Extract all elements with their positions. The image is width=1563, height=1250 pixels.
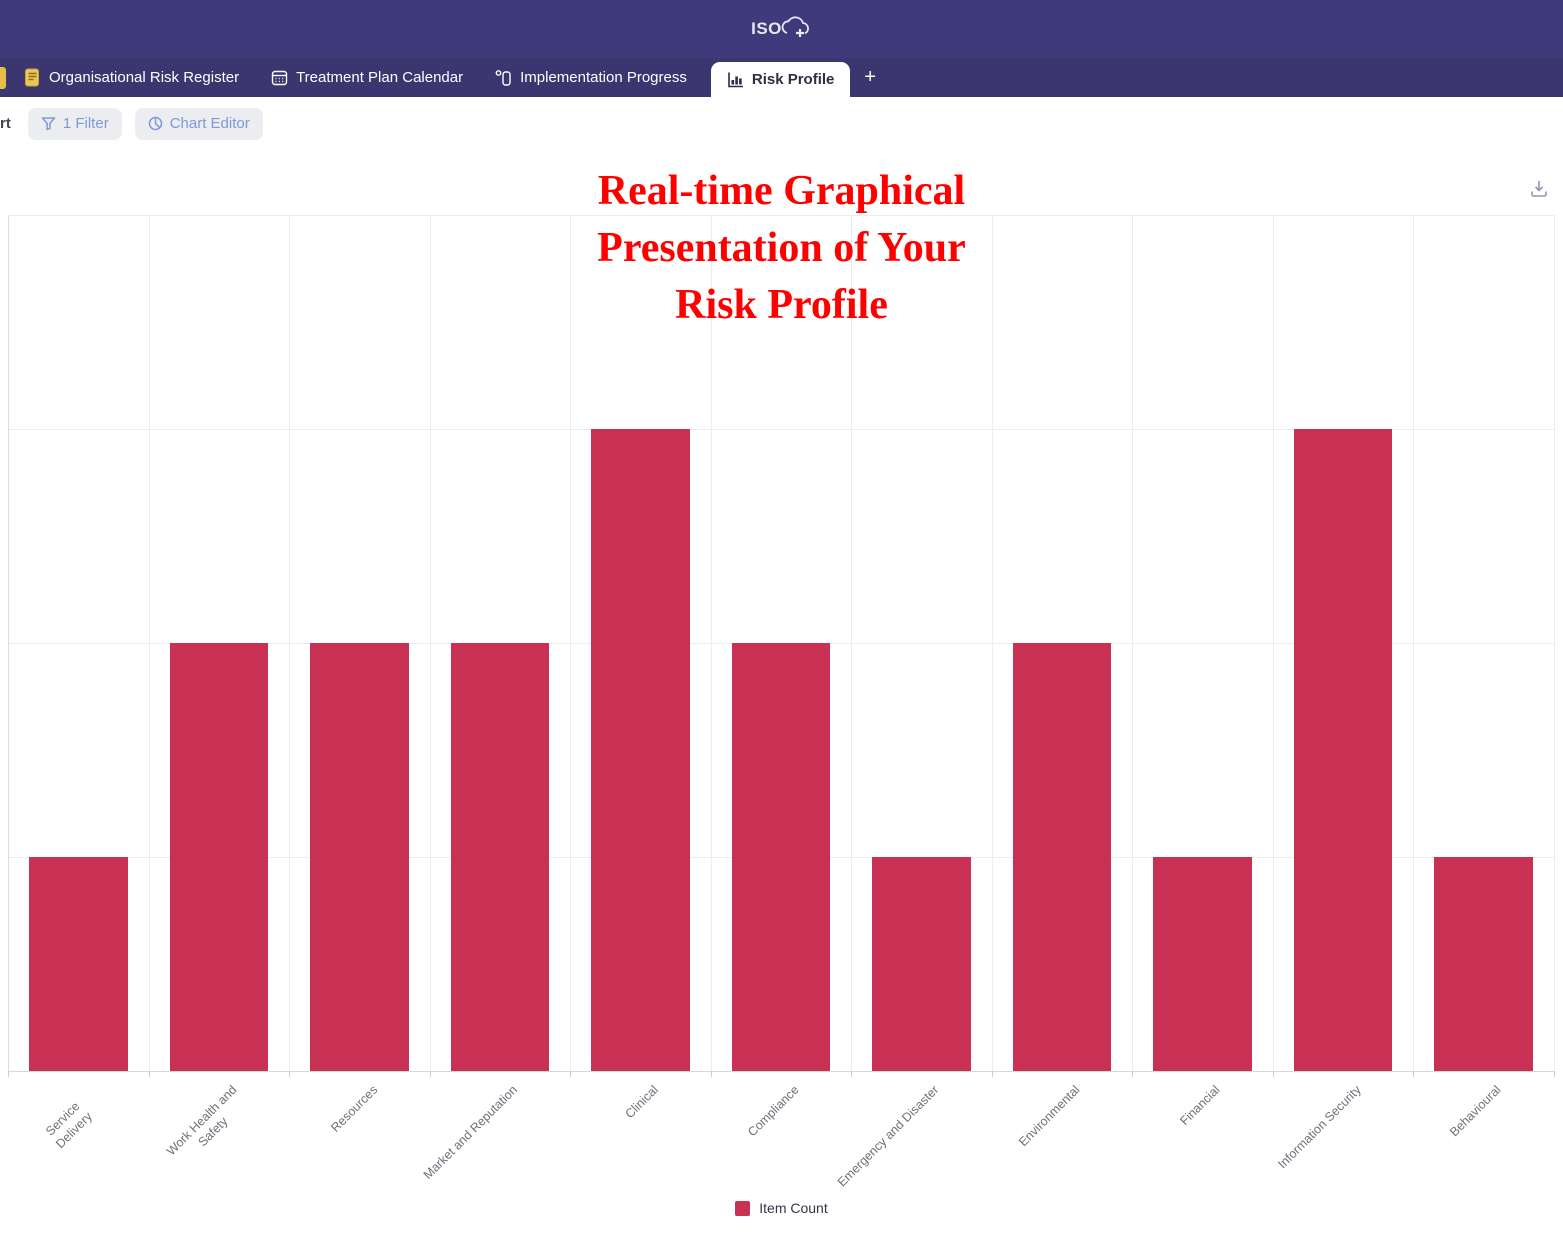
x-axis-label: Work Health and Safety: [163, 1082, 240, 1159]
chart-toolbar: rt 1 Filter Chart Editor: [0, 97, 1563, 150]
annotation-line: Real-time Graphical: [597, 168, 966, 214]
x-axis-tick: [991, 1071, 993, 1077]
x-gridline: [991, 215, 993, 1071]
x-gridline: [1272, 215, 1274, 1071]
annotation-line: Presentation of Your: [597, 225, 966, 271]
chart-annotation: Real-time Graphical Presentation of Your…: [0, 163, 1563, 334]
x-axis-tick: [1132, 1071, 1133, 1077]
risk-profile-chart: Service Delivery Work Health and Safety Re…: [0, 150, 1563, 1250]
x-axis-tick: [1553, 1071, 1555, 1077]
bar-work-health-and-safety[interactable]: [169, 643, 268, 1071]
download-chart-button[interactable]: [1527, 176, 1551, 200]
x-axis-label: Service Delivery: [43, 1099, 95, 1152]
tab-bar: Organisational Risk Register Treatment P…: [0, 58, 1563, 97]
logo-text: ISO: [751, 19, 782, 38]
x-axis-tick: [851, 1071, 852, 1077]
x-axis-label: Environmental: [1015, 1082, 1083, 1150]
x-axis-label: Information Security: [1274, 1082, 1364, 1172]
bar-market-and-reputation[interactable]: [450, 643, 549, 1071]
x-axis-tick: [429, 1071, 431, 1077]
iso-cloud-logo: ISO: [751, 15, 812, 43]
pie-chart-icon: [148, 116, 163, 131]
tab-label: Organisational Risk Register: [49, 69, 240, 86]
x-gridline: [851, 215, 852, 1071]
scroll-icon: [24, 68, 41, 87]
cloud-plus-icon: [778, 15, 812, 43]
x-axis-tick: [148, 1071, 150, 1077]
bar-information-security[interactable]: [1293, 429, 1392, 1071]
x-gridline: [429, 215, 431, 1071]
x-axis-tick: [1413, 1071, 1414, 1077]
x-gridline: [1413, 215, 1414, 1071]
legend-item-count[interactable]: Item Count: [0, 1200, 1563, 1216]
filter-button[interactable]: 1 Filter: [27, 107, 122, 140]
x-axis-line: [8, 1071, 1554, 1072]
add-tab-button[interactable]: +: [864, 66, 877, 88]
funnel-icon: [41, 116, 56, 131]
tab-risk-profile[interactable]: Risk Profile: [710, 62, 851, 97]
bar-service-delivery[interactable]: [29, 857, 128, 1071]
x-axis-label: Behavioural: [1447, 1082, 1504, 1140]
x-axis-tick: [289, 1071, 290, 1077]
y-gridline: [8, 215, 1554, 216]
partial-tab-icon[interactable]: [0, 66, 6, 89]
x-axis-label: Resources: [327, 1082, 380, 1135]
x-axis-tick: [1272, 1071, 1274, 1077]
bar-behavioural[interactable]: [1434, 857, 1533, 1071]
x-gridline: [710, 215, 712, 1071]
x-axis-label: Financial: [1177, 1082, 1223, 1128]
calendar-icon: [271, 69, 288, 86]
tab-label: Risk Profile: [751, 71, 835, 88]
tab-treatment-plan-calendar[interactable]: Treatment Plan Calendar: [261, 58, 473, 97]
tab-implementation-progress[interactable]: Implementation Progress: [485, 58, 697, 97]
legend-swatch: [735, 1200, 751, 1216]
bar-resources[interactable]: [310, 643, 409, 1071]
bar-emergency-and-disaster[interactable]: [872, 857, 971, 1071]
x-gridline: [1553, 215, 1555, 1071]
bar-chart-icon: [727, 71, 744, 88]
y-gridline: [8, 429, 1554, 430]
bar-environmental[interactable]: [1012, 643, 1111, 1071]
bar-clinical[interactable]: [591, 429, 690, 1071]
tab-label: Treatment Plan Calendar: [296, 69, 464, 86]
bar-financial[interactable]: [1153, 857, 1252, 1071]
x-axis-label: Compliance: [744, 1082, 802, 1140]
view-title-cutoff: rt: [0, 115, 11, 132]
x-axis-label: Clinical: [622, 1082, 661, 1122]
x-axis-tick: [570, 1071, 571, 1077]
x-axis-tick: [8, 1071, 9, 1077]
chart-editor-button-label: Chart Editor: [169, 115, 250, 132]
x-gridline: [148, 215, 150, 1071]
x-axis-tick: [710, 1071, 712, 1077]
tab-organisational-risk-register[interactable]: Organisational Risk Register: [14, 58, 249, 97]
y-axis-line: [8, 215, 9, 1077]
bar-compliance[interactable]: [731, 643, 830, 1071]
x-axis-label: Emergency and Disaster: [835, 1082, 942, 1190]
x-axis-label: Market and Reputation: [421, 1082, 521, 1183]
tab-label: Implementation Progress: [520, 69, 687, 86]
x-gridline: [1132, 215, 1133, 1071]
annotation-line: Risk Profile: [675, 282, 888, 328]
x-gridline: [289, 215, 290, 1071]
top-brand-bar: ISO: [0, 0, 1563, 58]
x-gridline: [570, 215, 571, 1071]
chart-editor-button[interactable]: Chart Editor: [134, 107, 263, 140]
progress-icon: [495, 69, 512, 87]
legend-label: Item Count: [759, 1200, 828, 1216]
filter-button-label: 1 Filter: [62, 115, 109, 132]
